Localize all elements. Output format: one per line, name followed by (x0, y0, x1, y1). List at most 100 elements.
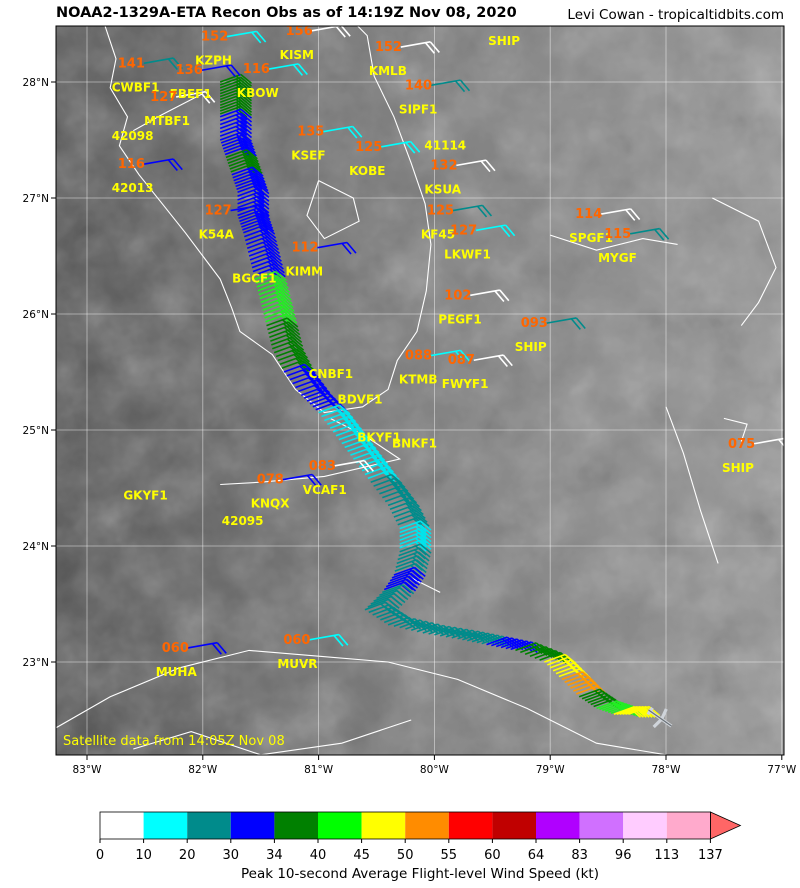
station-id: MTBF1 (144, 114, 190, 128)
aircraft-icon (646, 706, 673, 729)
station-id: GKYF1 (123, 489, 167, 503)
station-id: PEGF1 (438, 312, 481, 326)
station-value: 125 (355, 140, 382, 155)
axis-labels: 83°W 82°W 81°W 80°W 79°W 78°W 77°W 28°N 27°N 26°N… (23, 77, 797, 776)
station-id: KBOW (237, 86, 279, 100)
wind-barb (399, 539, 432, 552)
wind-barb (400, 41, 440, 54)
station-id: KSUA (424, 182, 461, 196)
lat-tick-label: 23°N (23, 657, 49, 669)
lon-tick-label: 80°W (420, 764, 450, 776)
colorbar-tick-label: 45 (353, 848, 370, 863)
lon-tick-label: 79°W (536, 764, 566, 776)
colorbar-swatch (536, 812, 580, 839)
colorbar-swatch (143, 812, 188, 839)
wind-barb (380, 140, 421, 154)
station-value: 102 (444, 288, 471, 303)
wind-barb (393, 508, 426, 521)
colorbar-swatch (448, 812, 493, 839)
wind-barb (399, 528, 432, 541)
wind-barb (539, 651, 572, 664)
station-value: 078 (257, 473, 284, 488)
station-value: 127 (450, 223, 477, 238)
station-id: KNQX (251, 497, 291, 511)
station-id: KZPH (195, 54, 232, 68)
wind-barb (201, 64, 241, 78)
wind-barb (226, 30, 267, 44)
lat-tick-label: 28°N (23, 77, 49, 89)
wind-barb (473, 354, 513, 368)
wind-barb (601, 208, 641, 221)
station-id: KSEF (291, 149, 325, 163)
station-value: 116 (118, 157, 145, 172)
flight-track-wind-barbs (219, 73, 661, 718)
coastlines (56, 26, 777, 755)
station-value: 132 (430, 158, 457, 173)
station-id: KOBE (349, 164, 385, 178)
station-value: 125 (427, 204, 454, 219)
station-value: 075 (728, 437, 755, 452)
wind-barb (237, 183, 270, 196)
colorbar-tick-label: 55 (441, 848, 458, 863)
wind-barb (219, 116, 253, 129)
station-value: 127 (150, 90, 177, 105)
wind-barb (143, 158, 183, 171)
wind-barb (187, 641, 227, 655)
wind-barb (452, 204, 493, 218)
station-value: 112 (291, 241, 318, 256)
station-id: SHIP (722, 461, 754, 475)
wind-barb (277, 352, 310, 365)
wind-barb (176, 90, 216, 104)
station-id: KF45 (421, 228, 455, 242)
wind-barb (629, 227, 670, 241)
station-id: MUVR (277, 657, 317, 671)
wind-barb (391, 504, 424, 517)
wind-barb (317, 241, 357, 255)
wind-barb (430, 349, 471, 363)
wind-barb (323, 125, 363, 139)
station-id: VCAF1 (303, 483, 347, 497)
wind-barb (399, 531, 432, 544)
colorbar-tick-label: 30 (223, 848, 240, 863)
wind-barb (275, 348, 309, 361)
colorbar-swatch (623, 812, 667, 839)
station-value: 152 (201, 30, 228, 45)
colorbar-swatch (187, 812, 231, 839)
station-id: BNKF1 (392, 436, 437, 450)
station-wind-barbs (143, 26, 784, 655)
colorbar-swatch (405, 812, 449, 839)
wind-barb (309, 633, 349, 647)
wind-barb (219, 120, 253, 133)
colorbar-swatch (100, 812, 144, 839)
lon-tick-label: 81°W (304, 764, 334, 776)
station-labels: 152 KZPH 156 KISM 141 CWBF1 136 FBEF1 116 KBOW 127… (112, 10, 755, 679)
chart-title: NOAA2-1329A-ETA Recon Obs as of 14:19Z N… (56, 5, 517, 21)
colorbar-tick-label: 0 (96, 848, 104, 863)
wind-barb (546, 317, 586, 330)
colorbar-tick-label: 34 (266, 848, 283, 863)
station-value: 114 (575, 207, 602, 222)
wind-barb (399, 520, 432, 533)
lat-tick-label: 26°N (23, 309, 49, 321)
colorbar-swatch (579, 812, 624, 839)
station-value: 152 (375, 40, 402, 55)
colorbar-extend-arrow (710, 811, 742, 840)
credit-text: Levi Cowan - tropicaltidbits.com (567, 7, 784, 23)
colorbar-tick-label: 137 (698, 848, 723, 863)
colorbar-tick-label: 40 (310, 848, 327, 863)
station-value: 072 (494, 10, 521, 25)
station-id: KTMB (399, 373, 438, 387)
station-id: BKYF1 (357, 431, 401, 445)
colorbar-tick-label: 83 (571, 848, 588, 863)
station-value: 083 (309, 459, 336, 474)
station-id: CWBF1 (112, 80, 160, 94)
station-value: 140 (405, 78, 432, 93)
lon-tick-label: 77°W (767, 764, 797, 776)
colorbar: 0 10 20 30 34 40 45 50 55 60 64 83 96 113 137 (96, 811, 742, 863)
lat-tick-label: 24°N (23, 541, 49, 553)
colorbar-swatch (274, 812, 318, 839)
satellite-note: Satellite data from 14:05Z Nov 08 (63, 734, 285, 749)
station-value: 116 (243, 62, 270, 77)
wind-barb (384, 493, 418, 506)
lat-tick-label: 25°N (23, 425, 49, 437)
